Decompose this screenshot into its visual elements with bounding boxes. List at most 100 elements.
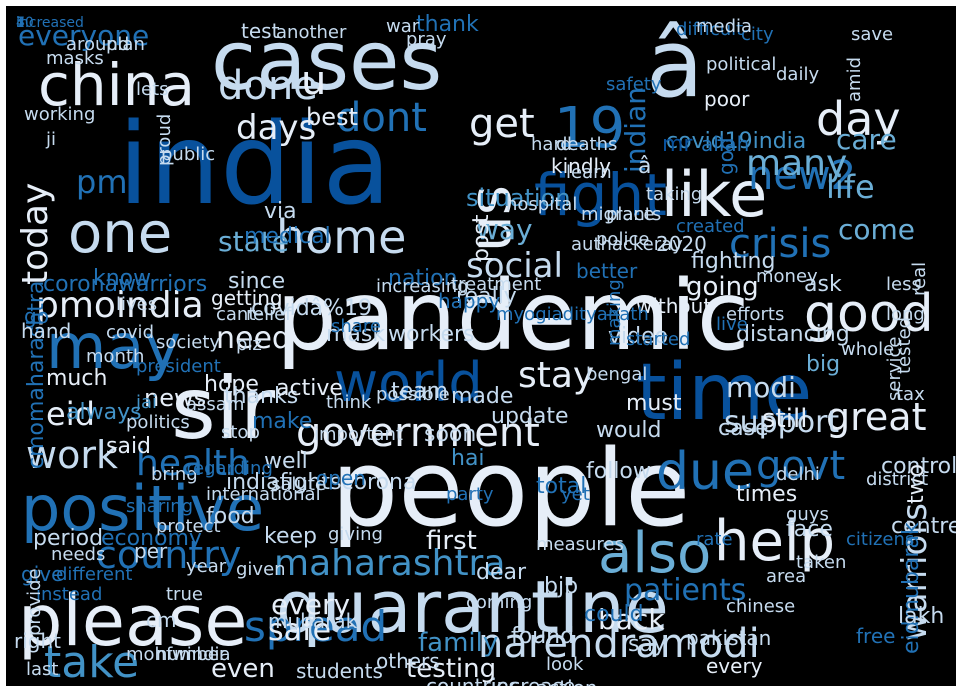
word-quarantine: quarantine [276,565,669,649]
word-live: live [716,314,748,335]
word-district: district [866,469,929,490]
word-cm: cm [146,608,177,632]
word-cases: cases [211,14,443,109]
word-started: started [626,329,691,350]
word-bring: bring [151,464,198,485]
word-kindly: kindly [551,154,611,178]
word-giving: giving [328,524,383,545]
word-media: media [696,16,753,37]
word-state: state [218,225,289,258]
word-ask: ask [804,272,842,297]
word-migrants: migrants [581,204,662,225]
word-modi: modi [726,371,796,404]
word-hard: hard [531,134,572,155]
word-pm: pm [76,163,128,201]
word-coming: coming [466,592,533,613]
word-happy: happy [438,289,501,313]
word-back: back [598,603,665,636]
word-pray: pray [406,29,447,50]
word-learn: learn [566,162,612,183]
word-myogiadityanath: myogiadityanath [496,304,649,325]
word-assam: assam [186,394,245,415]
word-lakh: lakh [898,604,945,629]
word-a-circumflex-small: â [638,154,652,179]
word-social: social [466,246,563,286]
word-pmoindia: pmoindia [36,285,204,326]
word-area: area [766,566,807,587]
word-say: say [628,632,666,657]
word-around: around [66,34,130,55]
word-place: place [606,204,655,225]
word-god: god [714,137,738,175]
word-hai: hai [451,446,485,471]
word-go: go [24,304,49,328]
word-amid: amid [844,56,865,102]
word-different: different [56,564,133,585]
word-since: since [228,269,286,294]
word-pandemic: pandemic [276,260,750,372]
word-even: even [211,654,275,684]
word-covid-19-garbled: covidâ%19 [251,296,373,321]
word-getting: getting [211,286,283,310]
word-citizens: citizens [846,529,915,550]
word-taken: taken [796,552,847,573]
word-family: family [418,628,499,658]
word-2020: 2020 [656,232,707,256]
word-political: political [706,54,777,75]
word-share: share [331,316,381,337]
word-active: active [276,376,343,401]
word-provide: provide [24,567,45,636]
word-distancing: distancing [736,322,850,347]
word-well: well [264,449,308,474]
word-party: party [446,484,494,505]
word-much: much [46,366,108,391]
word-workers: workers [388,322,475,347]
word-important: important [314,424,403,445]
word-home: home [276,210,407,264]
word-come: come [838,213,916,246]
word-masks: masks [46,48,104,69]
word-china: china [38,51,196,119]
word-hand: hand [21,319,72,343]
word-could: could [584,602,644,627]
word-fighting: fighting [691,249,776,274]
word-lives: lives [116,294,158,315]
word-given: given [236,559,286,580]
word-period: period [33,526,104,551]
word-students: students [296,659,383,683]
word-made: made [451,384,514,409]
word-post: post [469,214,494,263]
word-work: work [26,433,118,477]
word-working: working [24,104,96,125]
word-salute: salute [271,474,326,495]
word-best: best [306,103,358,131]
word-3: 3 [16,15,25,31]
word-proud: proud [154,113,175,166]
word-stay: stay [518,355,595,396]
word-positive: positive [21,472,265,545]
word-others: others [376,649,440,673]
word-possible: possible [376,384,450,405]
word-everyone: everyone [18,19,150,52]
word-thank: thank [416,12,479,37]
word-tax: tax [896,384,925,405]
word-mr: mr [662,132,693,157]
word-india: india [118,100,391,230]
word-keep: keep [264,524,317,549]
word-sir: sir [171,359,276,459]
word-right: right [14,629,61,653]
word-year: year [186,556,227,577]
word-soon: soon [424,422,477,447]
word-total: total [536,474,587,499]
word-one: one [68,201,173,266]
word-many: many [746,143,848,184]
word-going: going [686,272,759,302]
word-mask: mask [326,322,386,347]
word-times: times [736,482,798,507]
word-thanks: thanks [224,384,299,409]
word-due: due [656,442,754,502]
word-every-small: every [706,654,763,678]
word-mubarak: mubarak [268,609,358,633]
word-yet: yet [561,484,590,505]
word-face: face [786,517,833,542]
